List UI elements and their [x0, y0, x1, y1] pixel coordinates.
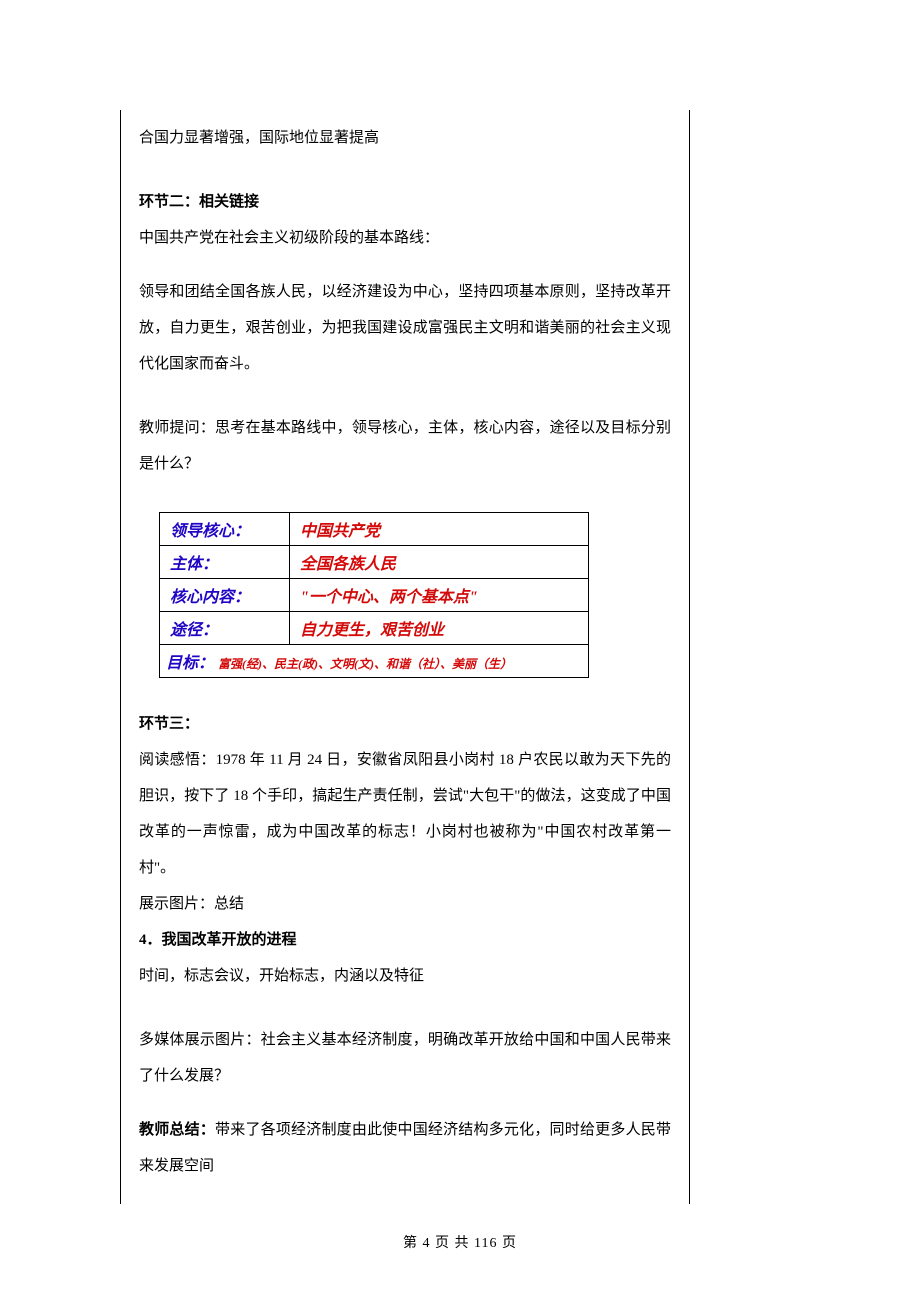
table-label: 核心内容： [160, 579, 290, 612]
content-box: 合国力显著增强，国际地位显著提高 环节二：相关链接 中国共产党在社会主义初级阶段… [120, 110, 690, 1204]
section-2-title: 环节二：相关链接 [139, 184, 671, 220]
heading-4: 4．我国改革开放的进程 [139, 922, 671, 958]
paragraph-4: 教师提问：思考在基本路线中，领导核心，主体，核心内容，途径以及目标分别是什么？ [139, 410, 671, 482]
paragraph-5: 阅读感悟：1978 年 11 月 24 日，安徽省凤阳县小岗村 18 户农民以敢… [139, 742, 671, 886]
table-label: 途径： [160, 612, 290, 645]
goal-value: 富强(经)、民主(政)、文明(文)、和谐（社）、美丽（生） [218, 657, 512, 671]
basic-line-table: 领导核心： 中国共产党 主体： 全国各族人民 核心内容： "一个中心、两个基本点… [159, 512, 589, 678]
paragraph-8: 多媒体展示图片：社会主义基本经济制度，明确改革开放给中国和中国人民带来了什么发展… [139, 1022, 671, 1094]
table-row: 主体： 全国各族人民 [160, 546, 589, 579]
table-row-goal: 目标： 富强(经)、民主(政)、文明(文)、和谐（社）、美丽（生） [160, 645, 589, 678]
teacher-summary-label: 教师总结： [139, 1122, 215, 1138]
table-goal-cell: 目标： 富强(经)、民主(政)、文明(文)、和谐（社）、美丽（生） [160, 645, 589, 678]
paragraph-7: 时间，标志会议，开始标志，内涵以及特征 [139, 958, 671, 994]
table-value: 全国各族人民 [290, 546, 589, 579]
goal-label: 目标： [166, 655, 214, 672]
table-value: 自力更生，艰苦创业 [290, 612, 589, 645]
table-label: 领导核心： [160, 513, 290, 546]
table-row: 途径： 自力更生，艰苦创业 [160, 612, 589, 645]
table-value: 中国共产党 [290, 513, 589, 546]
paragraph-6: 展示图片：总结 [139, 886, 671, 922]
document-page: 合国力显著增强，国际地位显著提高 环节二：相关链接 中国共产党在社会主义初级阶段… [0, 0, 920, 1302]
page-footer: 第 4 页 共 116 页 [0, 1232, 920, 1252]
table-row: 领导核心： 中国共产党 [160, 513, 589, 546]
teacher-summary-text: 带来了各项经济制度由此使中国经济结构多元化，同时给更多人民带来发展空间 [139, 1122, 671, 1174]
paragraph-2: 中国共产党在社会主义初级阶段的基本路线： [139, 220, 671, 256]
paragraph-9: 教师总结：带来了各项经济制度由此使中国经济结构多元化，同时给更多人民带来发展空间 [139, 1112, 671, 1184]
paragraph-3: 领导和团结全国各族人民，以经济建设为中心，坚持四项基本原则，坚持改革开放，自力更… [139, 274, 671, 382]
paragraph-intro: 合国力显著增强，国际地位显著提高 [139, 120, 671, 156]
table-value: "一个中心、两个基本点" [290, 579, 589, 612]
table-label: 主体： [160, 546, 290, 579]
table-row: 核心内容： "一个中心、两个基本点" [160, 579, 589, 612]
section-3-title: 环节三： [139, 706, 671, 742]
